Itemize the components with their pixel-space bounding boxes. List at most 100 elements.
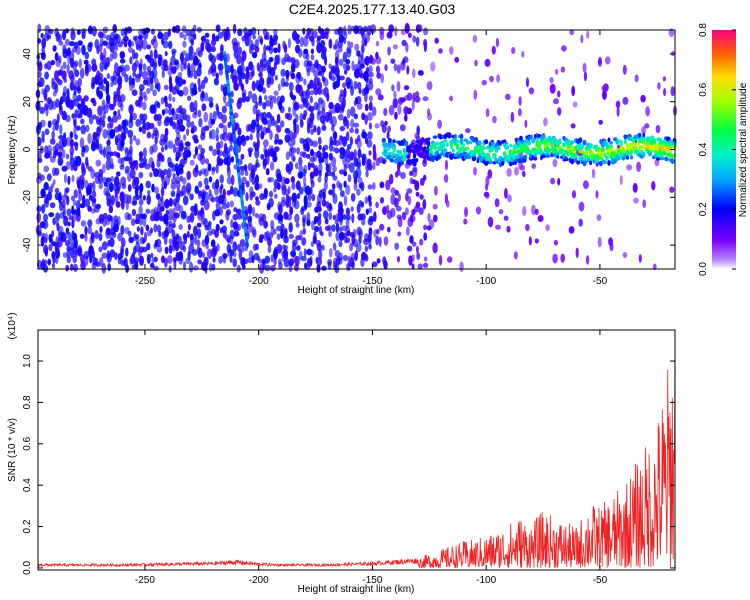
spectrogram-cell xyxy=(65,264,70,272)
spectrogram-cell xyxy=(368,95,373,102)
spectrogram-cell xyxy=(321,244,325,251)
spectrogram-cell xyxy=(344,69,348,75)
spectrogram-cell xyxy=(129,168,136,179)
spectrogram-band-cell xyxy=(558,145,562,150)
spectrogram-cell xyxy=(142,91,147,99)
spectrogram-cell xyxy=(549,83,556,94)
spectrogram-cell xyxy=(368,227,373,236)
spectrogram-cell xyxy=(263,44,267,55)
spectrogram-cell xyxy=(438,254,443,266)
spectrogram-cell xyxy=(91,63,98,72)
spectrogram-cell xyxy=(375,40,380,47)
spectrogram-cell xyxy=(116,71,121,77)
spectrogram-cell xyxy=(332,131,338,141)
spectrogram-cell xyxy=(276,243,283,254)
spectrogram-cell xyxy=(317,136,322,145)
spectrogram-cell xyxy=(151,67,158,79)
spectrogram-band-cell xyxy=(660,156,665,161)
spectrogram-cell xyxy=(236,41,240,47)
spectrogram-cell xyxy=(332,165,337,173)
spectrogram-cell xyxy=(52,217,56,226)
spectrogram-cell xyxy=(131,112,138,121)
spectrogram-cell xyxy=(61,232,67,243)
spectrogram-x-ticks: -250 -200 -150 -100 -50 xyxy=(135,30,608,287)
spectrogram-cell xyxy=(313,165,319,172)
spectrogram-cell xyxy=(353,122,360,128)
spectrogram-band-cell xyxy=(538,146,541,152)
spectrogram-cell xyxy=(311,193,316,202)
spectrogram-cell xyxy=(86,107,93,118)
spectrogram-cell xyxy=(250,43,256,51)
spectrogram-cell xyxy=(276,233,281,240)
spectrogram-cell xyxy=(393,44,398,50)
spectrogram-cell xyxy=(92,114,97,120)
spectrogram-cell xyxy=(338,182,343,191)
spectrogram-cell xyxy=(294,123,300,135)
spectrogram-band-cell xyxy=(578,137,583,143)
spectrogram-band-cell xyxy=(385,147,390,152)
spectrogram-cell xyxy=(560,66,566,73)
spectrogram-band-cell xyxy=(633,146,638,151)
spectrogram-cell xyxy=(277,83,281,92)
y-tick-label: 0.6 xyxy=(22,436,33,450)
spectrogram-cell xyxy=(378,26,385,35)
spectrogram-cell xyxy=(81,44,86,56)
spectrogram-band-cell xyxy=(547,148,552,153)
spectrogram-cell xyxy=(338,201,343,212)
spectrogram-cell xyxy=(230,174,235,186)
spectrogram-cell xyxy=(345,225,351,237)
spectrogram-cell xyxy=(70,263,74,271)
spectrogram-cell xyxy=(392,98,398,109)
spectrogram-cell xyxy=(252,34,256,40)
spectrogram-cell xyxy=(240,153,245,160)
spectrogram-cell xyxy=(582,62,587,73)
spectrogram-cell xyxy=(264,94,268,101)
spectrogram-cell xyxy=(75,155,82,167)
spectrogram-band-cell xyxy=(501,160,505,166)
spectrogram-cell xyxy=(204,92,209,102)
spectrogram-cell xyxy=(604,56,611,65)
spectrogram-band-cell xyxy=(459,137,464,144)
spectrogram-cell xyxy=(196,245,201,255)
spectrogram-cell xyxy=(124,146,129,154)
spectrogram-cell xyxy=(360,213,366,221)
spectrogram-cell xyxy=(279,105,285,114)
spectrogram-cell xyxy=(331,156,337,167)
spectrogram-cell xyxy=(116,181,122,191)
spectrogram-cell xyxy=(417,70,424,76)
spectrogram-cell xyxy=(495,224,501,230)
spectrogram-cell xyxy=(272,150,277,157)
spectrogram-cell xyxy=(197,59,201,68)
spectrogram-cell xyxy=(296,147,300,155)
spectrogram-cell xyxy=(265,99,271,107)
spectrogram-cell xyxy=(47,191,53,201)
spectrogram-cell xyxy=(109,128,116,139)
spectrogram-cell xyxy=(298,76,304,82)
spectrogram-cell xyxy=(232,251,237,258)
spectrogram-cell xyxy=(152,58,158,68)
spectrogram-cell xyxy=(410,215,416,223)
spectrogram-cell xyxy=(102,33,106,39)
spectrogram-cell xyxy=(263,145,267,154)
spectrogram-cell xyxy=(150,252,154,259)
spectrogram-cell xyxy=(411,254,415,262)
spectrogram-cell xyxy=(255,109,261,118)
spectrogram-cell xyxy=(101,99,106,110)
spectrogram-cell xyxy=(204,32,210,38)
spectrogram-cell xyxy=(347,40,351,47)
spectrogram-cell xyxy=(124,64,130,72)
spectrogram-cell xyxy=(464,206,468,218)
spectrogram-cell xyxy=(143,231,148,243)
spectrogram-cell xyxy=(342,51,348,63)
spectrogram-cell xyxy=(375,88,382,96)
spectrogram-cell xyxy=(103,47,107,59)
spectrogram-cell xyxy=(235,208,242,216)
spectrogram-cell xyxy=(37,71,42,78)
spectrogram-cell xyxy=(332,242,337,251)
spectrogram-cell xyxy=(98,143,103,154)
spectrogram-cell xyxy=(42,232,46,241)
y-tick-label: 0 xyxy=(22,146,33,152)
spectrogram-cell xyxy=(276,95,282,106)
spectrogram-cell xyxy=(67,175,71,185)
spectrogram-cell xyxy=(142,119,146,130)
